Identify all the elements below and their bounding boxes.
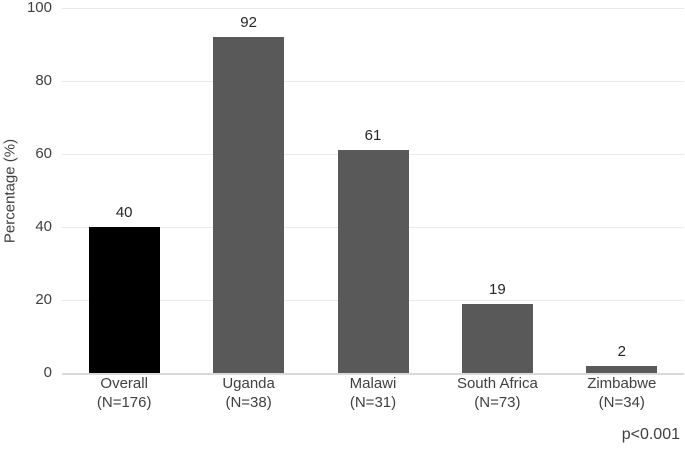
- gridline-y-100: [62, 8, 684, 9]
- category-name: Malawi: [349, 375, 397, 392]
- value-label-malawi: 61: [364, 127, 382, 145]
- value-label-zimbabwe: 2: [617, 342, 626, 360]
- bar-overall: [88, 227, 160, 373]
- y-tick-label: 80: [35, 72, 52, 89]
- x-axis-label-uganda: Uganda (N=38): [184, 374, 314, 412]
- y-tick-label: 60: [35, 145, 52, 162]
- x-axis-label-malawi: Malawi (N=31): [308, 374, 438, 412]
- y-tick-label: 0: [43, 364, 52, 381]
- category-n-count: (N=176): [96, 394, 152, 411]
- x-axis-label-overall: Overall (N=176): [59, 374, 189, 412]
- y-tick-label: 40: [35, 218, 52, 235]
- y-axis-title: Percentage (%): [1, 138, 19, 244]
- p-value-annotation: p<0.001: [621, 426, 680, 443]
- y-tick-label: 20: [35, 291, 52, 308]
- category-n-count: (N=31): [349, 394, 397, 411]
- category-n-count: (N=38): [225, 394, 272, 411]
- plot-area: 0 20 40 60 80 100 40 92 61 19 2: [27, 0, 684, 381]
- bar-malawi: [337, 150, 409, 373]
- bar-zimbabwe: [586, 365, 658, 373]
- value-label-overall: 40: [115, 204, 133, 221]
- bar-uganda: [213, 37, 285, 373]
- category-name: Zimbabwe: [587, 375, 657, 392]
- x-axis-label-zimbabwe: Zimbabwe (N=34): [557, 374, 685, 412]
- gridline-y-80: [62, 81, 684, 82]
- value-label-uganda: 92: [240, 14, 257, 32]
- bar-south-africa: [461, 303, 533, 373]
- category-n-count: (N=34): [598, 394, 645, 411]
- category-n-count: (N=73): [474, 394, 521, 411]
- value-label-south-africa: 19: [489, 280, 506, 298]
- category-name: Uganda: [222, 375, 275, 392]
- category-name: Overall: [100, 375, 148, 392]
- category-name: South Africa: [456, 375, 538, 392]
- y-tick-label: 100: [26, 0, 52, 16]
- x-axis-label-south-africa: South Africa (N=73): [432, 374, 562, 412]
